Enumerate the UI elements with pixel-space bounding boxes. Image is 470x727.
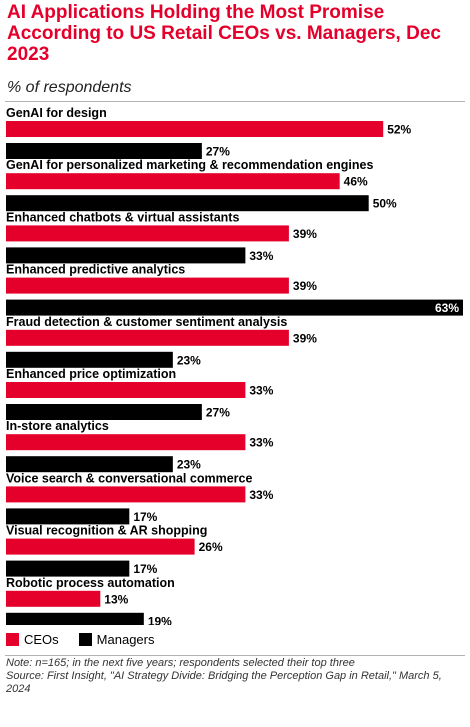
data-label-ceos: 39% [293, 279, 317, 293]
category-label: Enhanced predictive analytics [6, 263, 185, 277]
bar-ceos [6, 225, 289, 242]
data-label-ceos: 39% [293, 227, 317, 241]
bar-managers [6, 456, 173, 473]
data-label-ceos: 52% [387, 123, 411, 137]
footer: Note: n=165; in the next five years; res… [6, 657, 464, 696]
data-label-managers: 33% [249, 249, 273, 263]
category-label: Visual recognition & AR shopping [6, 524, 207, 538]
category-label: Robotic process automation [6, 576, 175, 590]
legend: CEOs Managers [6, 632, 174, 647]
chart-subtitle: % of respondents [7, 79, 132, 96]
data-label-ceos: 46% [344, 175, 368, 189]
data-label-managers: 23% [177, 353, 201, 367]
bar-managers [6, 247, 246, 264]
bar-managers [6, 351, 173, 368]
legend-swatch-managers [78, 633, 92, 646]
data-label-ceos: 33% [249, 384, 273, 398]
data-label-managers: 23% [177, 458, 201, 472]
bar-managers [6, 195, 369, 212]
legend-item-ceos: CEOs [6, 632, 59, 647]
bar-managers [6, 508, 130, 525]
bar-ceos [6, 590, 101, 607]
data-label-managers: 19% [148, 614, 172, 625]
category-label: Enhanced chatbots & virtual assistants [6, 210, 239, 224]
legend-item-managers: Managers [78, 632, 155, 647]
legend-swatch-ceos [6, 633, 19, 646]
category-label: Voice search & conversational commerce [6, 471, 252, 485]
category-label: In-store analytics [6, 419, 109, 433]
data-label-managers: 17% [133, 510, 157, 524]
data-label-managers: 50% [373, 197, 397, 211]
category-label: Enhanced price optimization [6, 367, 176, 381]
bar-ceos [6, 486, 246, 503]
legend-label-ceos: CEOs [24, 632, 59, 647]
chart-title: AI Applications Holding the Most Promise… [7, 2, 441, 65]
bar-managers [6, 612, 144, 625]
bar-ceos [6, 121, 384, 137]
bar-managers [6, 299, 463, 316]
data-label-ceos: 13% [104, 592, 128, 606]
bar-ceos [6, 538, 195, 555]
data-label-managers: 63% [435, 301, 459, 315]
data-label-ceos: 26% [199, 540, 223, 554]
data-label-managers: 27% [206, 145, 230, 159]
data-label-ceos: 33% [249, 436, 273, 450]
category-label: GenAI for design [6, 106, 107, 120]
bar-managers [6, 560, 130, 577]
bar-ceos [6, 382, 246, 398]
bar-managers [6, 143, 202, 159]
bar-managers [6, 404, 202, 420]
data-label-managers: 17% [133, 562, 157, 576]
legend-label-managers: Managers [96, 632, 155, 647]
bar-ceos [6, 329, 289, 346]
data-label-ceos: 39% [293, 331, 317, 345]
bar-ceos [6, 277, 289, 294]
bar-ceos [6, 434, 246, 451]
footer-source: Source: First Insight, "AI Strategy Divi… [6, 670, 442, 695]
category-label: GenAI for personalized marketing & recom… [6, 158, 373, 172]
data-label-ceos: 33% [249, 488, 273, 502]
data-label-managers: 27% [206, 406, 230, 420]
bottom-divider [5, 655, 465, 656]
category-label: Fraud detection & customer sentiment ana… [6, 315, 287, 329]
footer-note: Note: n=165; in the next five years; res… [6, 657, 355, 669]
bar-ceos [6, 173, 340, 190]
top-divider [5, 101, 465, 102]
